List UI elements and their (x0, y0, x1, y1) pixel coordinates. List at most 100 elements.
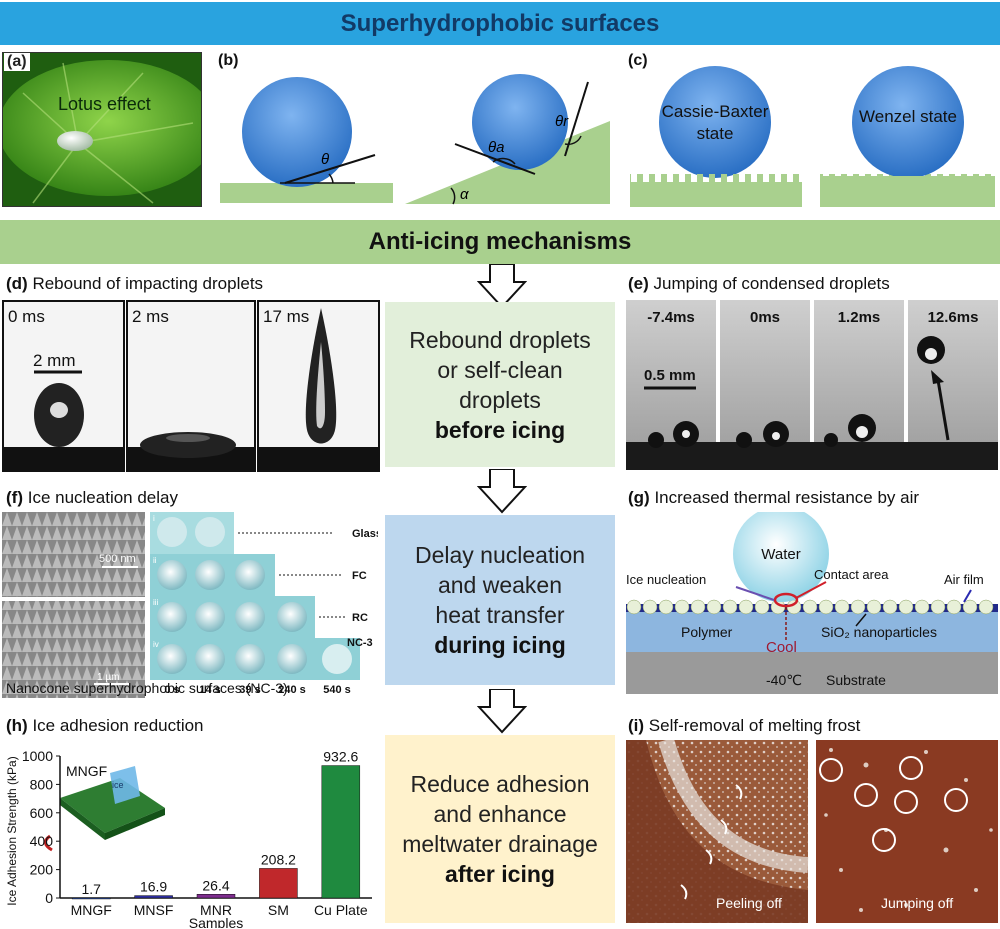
row-label-glass: Glass (352, 528, 378, 540)
rebound-time-1: 2 ms (132, 307, 169, 326)
row-numeral-iv: iv (153, 640, 159, 649)
wenzel-surface (820, 176, 995, 207)
row-label-fc: FC (352, 570, 367, 582)
water-droplet (733, 512, 829, 602)
jumping-time-1: 0ms (750, 309, 780, 326)
x-tick-label: MNR (200, 902, 232, 918)
contact-area-label: Contact area (814, 567, 889, 582)
panel-f-title: (f) Ice nucleation delay (6, 488, 178, 507)
cassie-droplet (659, 66, 771, 178)
superhydrophobic-banner: Superhydrophobic surfaces (0, 2, 1000, 45)
panel-i-title: (i) Self-removal of melting frost (628, 716, 861, 735)
row-numeral-iii: iii (153, 598, 159, 607)
contact-angle-diagram: θ θa θr α (220, 74, 610, 205)
y-tick-label: 0 (45, 890, 53, 906)
bar-plot-area: 0 200 400 600 800 1000 1.7 MNGF 16.9 MNSF 26.4 MNR 2… (5, 748, 372, 928)
panel-c-label: (c) (628, 52, 648, 69)
inset-ice-label: ice (112, 780, 124, 790)
row-numeral-i: i (153, 514, 155, 523)
time-14s: 14 s (199, 684, 220, 696)
bar-value-label: 26.4 (202, 877, 229, 893)
rebound-frame-1: 2 mm 0 ms (2, 300, 125, 472)
down-arrow-icon (477, 689, 527, 734)
rebound-frame-3: 17 ms (257, 300, 380, 472)
x-axis-label: Samples (189, 915, 243, 928)
page-title: Superhydrophobic surfaces (340, 9, 660, 37)
mechanisms-title: Anti-icing mechanisms (368, 228, 632, 255)
bar-mnr (196, 894, 236, 899)
ice-adhesion-bar-chart: ice MNGF 0 200 400 600 800 1000 1.7 MNGF 16.9 MNS… (5, 748, 372, 928)
bar-value-label: 932.6 (323, 749, 358, 765)
mngf-inset: ice MNGF (44, 763, 165, 852)
time-39s: 39 s (239, 684, 260, 696)
cassie-label-line2: state (697, 124, 734, 143)
theta-a-label: θa (488, 139, 504, 156)
bar-cu-plate (321, 765, 361, 899)
nanocone-caption: Nanocone superhydrophobic surfaces (NC-3… (6, 680, 288, 696)
frost-removal-photos: Peeling off Jumping off (626, 740, 998, 923)
x-tick-label: MNGF (71, 902, 112, 918)
jumping-time-0: -7.4ms (647, 309, 695, 326)
during-icing-label: during icing (434, 632, 566, 658)
inset-mngf-label: MNGF (66, 763, 107, 779)
rebound-frame-2: 2 ms (126, 300, 256, 472)
alpha-label: α (460, 186, 469, 203)
bar-value-label: 208.2 (261, 851, 296, 867)
cassie-surface (630, 182, 802, 207)
panel-e-title: (e) Jumping of condensed droplets (628, 274, 890, 293)
x-tick-label: Cu Plate (314, 902, 368, 918)
before-icing-label: before icing (434, 416, 566, 443)
sem-image-top (2, 512, 145, 597)
sem-image-bottom (2, 601, 145, 698)
jumping-photo (816, 740, 998, 923)
lotus-leaf-image (3, 53, 201, 206)
droplet-static (242, 77, 352, 187)
y-tick-label: 1000 (22, 748, 53, 764)
after-icing-label: after icing (445, 861, 555, 887)
bar-value-label: 1.7 (81, 881, 101, 897)
rebound-time-0: 0 ms (8, 307, 45, 326)
bar-mngf (71, 897, 111, 900)
rebound-scale-label: 2 mm (33, 351, 76, 370)
down-arrow-icon (477, 264, 527, 309)
x-tick-label: SM (268, 902, 289, 918)
panel-b-label: (b) (218, 52, 239, 69)
polymer-label: Polymer (681, 624, 733, 640)
jumping-droplets-frames: 0.5 mm -7.4ms 0ms 1.2ms 12.6ms (626, 300, 998, 470)
time-540s: 540 s (323, 684, 351, 696)
temperature-label: -40℃ (766, 672, 802, 688)
wenzel-label: Wenzel state (859, 107, 957, 126)
stage-after-icing: Reduce adhesion and enhance meltwater drai… (385, 735, 615, 923)
y-tick-label: 200 (30, 862, 54, 878)
bar-value-label: 16.9 (140, 879, 167, 895)
y-tick-label: 600 (30, 805, 54, 821)
substrate-layer (626, 652, 998, 694)
cool-label: Cool (766, 639, 797, 656)
water-label: Water (761, 546, 800, 563)
wenzel-droplet (852, 66, 964, 178)
thermal-resistance-diagram: Water Ice nucleation Contact area Air fi… (626, 512, 998, 698)
polymer-layer (626, 612, 998, 652)
panel-g-title: (g) Increased thermal resistance by air (628, 488, 920, 507)
substrate-label: Substrate (826, 672, 886, 688)
y-tick-label: 400 (30, 833, 54, 849)
x-tick-label: MNSF (134, 902, 174, 918)
panel-h-title: (h) Ice adhesion reduction (6, 716, 204, 735)
stage-before-icing: Rebound droplets or self-clean droplets be… (385, 302, 615, 467)
theta-label: θ (321, 151, 329, 168)
wetting-states-diagram: Cassie-Baxter state Wenzel state (630, 66, 995, 207)
bar-sm (259, 868, 298, 899)
jumping-scale-label: 0.5 mm (644, 367, 696, 384)
bar-mnsf (134, 895, 173, 899)
jumping-off-label: Jumping off (881, 895, 953, 911)
cassie-label-line1: Cassie-Baxter (662, 102, 769, 121)
sio2-label: SiO₂ nanoparticles (821, 624, 937, 640)
air-film-label: Air film (944, 572, 984, 587)
rebound-time-2: 17 ms (263, 307, 309, 326)
droplet-tilted (472, 74, 568, 170)
theta-r-label: θr (555, 113, 569, 130)
sem-scale-label: 500 nm (99, 553, 136, 565)
lotus-effect-caption: Lotus effect (58, 94, 151, 114)
panel-a-photo (2, 52, 202, 207)
sem-scale-label-2: 1 µm (97, 672, 119, 683)
